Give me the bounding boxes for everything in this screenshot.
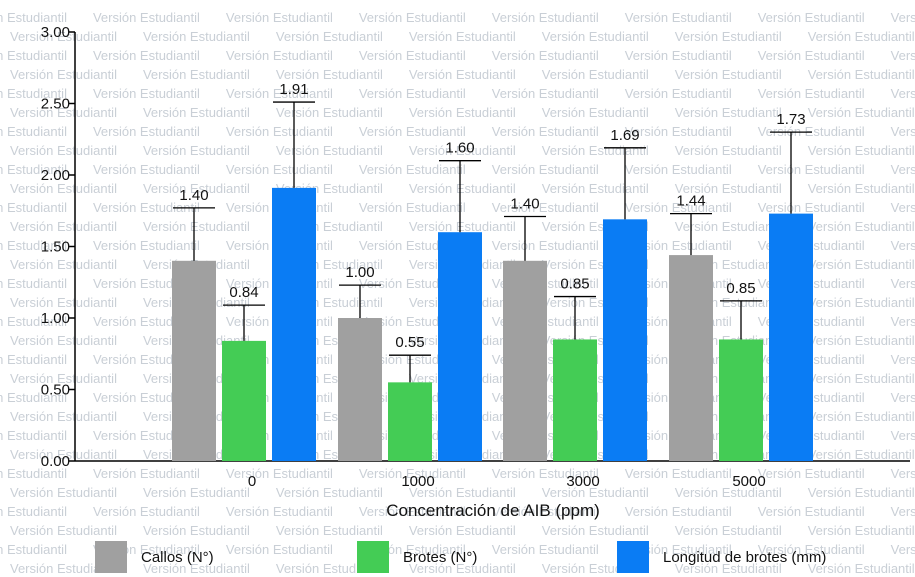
legend-label: Longitud de brotes (mm) — [663, 548, 827, 566]
y-tick-label: 0.00 — [41, 453, 70, 470]
bar-callos — [172, 260, 216, 461]
data-label: 0.84 — [229, 284, 258, 301]
data-label: 1.60 — [445, 140, 474, 157]
bar-brotes — [719, 339, 763, 461]
y-tick-label: 0.50 — [41, 382, 70, 399]
legend-swatch — [95, 541, 127, 573]
x-axis-title: Concentración de AIB (ppm) — [386, 501, 600, 520]
y-tick-label: 2.50 — [41, 96, 70, 113]
x-tick-label: 1000 — [401, 473, 434, 490]
bar-brotes — [222, 340, 266, 461]
bar-brotes — [553, 339, 597, 461]
y-tick-label: 2.00 — [41, 167, 70, 184]
data-label: 0.85 — [726, 280, 755, 297]
x-tick-label: 3000 — [566, 473, 599, 490]
y-tick-label: 3.00 — [41, 24, 70, 41]
legend-swatch — [357, 541, 389, 573]
data-label: 0.85 — [560, 276, 589, 293]
bar-longitud — [438, 232, 482, 461]
bar-callos — [669, 255, 713, 461]
data-label: 1.69 — [610, 127, 639, 144]
data-label: 0.55 — [395, 334, 424, 351]
legend-label: Callos (N°) — [141, 548, 214, 566]
legend-item: Longitud de brotes (mm) — [617, 540, 826, 574]
bar-longitud — [769, 213, 813, 461]
legend-swatch — [617, 541, 649, 573]
y-tick-label: 1.00 — [41, 310, 70, 327]
x-tick-label: 5000 — [732, 473, 765, 490]
bar-brotes — [388, 382, 432, 461]
x-tick-label: 0 — [248, 473, 256, 490]
data-label: 1.73 — [776, 111, 805, 128]
data-label: 1.44 — [676, 193, 705, 210]
bar-chart: 0.00 0.50 1.00 1.50 2.00 2.50 3.00 0 1000 3000 500… — [41, 24, 910, 520]
data-label: 1.40 — [179, 187, 208, 204]
data-label: 1.00 — [345, 264, 374, 281]
legend-label: Brotes (N°) — [403, 548, 478, 566]
legend: Callos (N°) Brotes (N°) Longitud de brotes… — [0, 540, 915, 574]
legend-item: Callos (N°) — [95, 540, 214, 574]
y-tick-label: 1.50 — [41, 239, 70, 256]
bar-longitud — [603, 219, 647, 461]
bar-callos — [338, 318, 382, 461]
data-label: 1.40 — [510, 195, 539, 212]
bar-longitud — [272, 187, 316, 461]
legend-item: Brotes (N°) — [357, 540, 477, 574]
data-label: 1.91 — [279, 81, 308, 98]
bar-callos — [503, 260, 547, 461]
